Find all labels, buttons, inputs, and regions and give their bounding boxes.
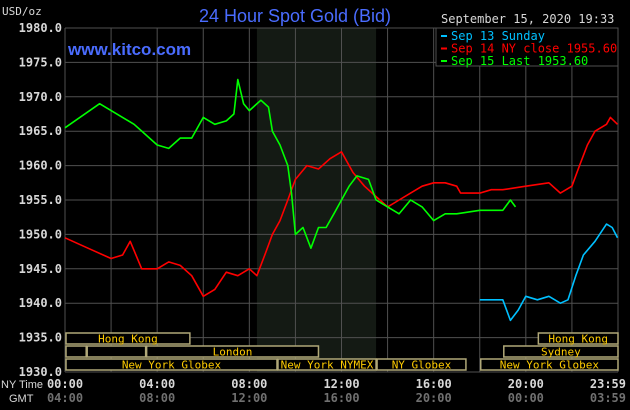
timestamp: September 15, 2020 19:33 (441, 12, 614, 26)
series-lines (64, 78, 619, 322)
session-box (503, 345, 619, 358)
chart-title: 24 Hour Spot Gold (Bid) (199, 6, 391, 26)
x-tick-label: 03:59 (590, 391, 626, 405)
x-axis-row-label: GMT (9, 393, 34, 405)
session-label: New York Globex (122, 359, 222, 372)
session-box (537, 332, 619, 345)
session-label: New York NYMEX (281, 359, 374, 372)
y-tick-label: 1965.0 (19, 124, 62, 138)
y-tick-label: 1950.0 (19, 227, 62, 241)
site-link[interactable]: www.kitco.com (67, 40, 191, 59)
series-line-1 (64, 116, 619, 298)
y-axis: 1980.0 1975.0 1970.0 1965.0 1960.0 1955.0 1950… (19, 21, 62, 379)
session-box (376, 358, 467, 371)
legend-entry: Sep 15 Last 1953.60 (451, 54, 588, 68)
y-tick-label: 1970.0 (19, 90, 62, 104)
legend-entry: Sep 14 NY close 1955.60 (451, 42, 617, 56)
y-tick-label: 1955.0 (19, 193, 62, 207)
x-tick-label: 08:00 (231, 377, 267, 391)
x-tick-label: 16:00 (416, 377, 452, 391)
session-box (277, 358, 377, 371)
y-tick-label: 1945.0 (19, 262, 62, 276)
y-axis-label: USD/oz (2, 5, 42, 18)
session-label: Sydney (541, 346, 581, 359)
session-label: Hong Kong (98, 333, 158, 346)
session-box (65, 332, 191, 345)
x-tick-label: 16:00 (323, 391, 359, 405)
x-tick-label: 12:00 (323, 377, 359, 391)
y-tick-label: 1940.0 (19, 296, 62, 310)
y-tick-label: 1930.0 (19, 365, 62, 379)
session-label: London (213, 346, 253, 359)
session-box (145, 345, 320, 358)
session-label: NY Globex (392, 359, 452, 372)
y-tick-label: 1935.0 (19, 331, 62, 345)
session-label: New York Globex (500, 359, 600, 372)
session-label: Hong Kong (548, 333, 608, 346)
series-line-0 (479, 223, 619, 322)
x-tick-label: 04:00 (139, 377, 175, 391)
x-tick-label: 00:00 (508, 391, 544, 405)
x-tick-label: 23:59 (590, 377, 626, 391)
session-box (480, 358, 619, 371)
legend-entry: Sep 13 Sunday (451, 29, 545, 43)
x-tick-label: 12:00 (231, 391, 267, 405)
session-box (65, 345, 87, 358)
x-axis-row-label: NY Time (1, 379, 43, 391)
x-tick-label: 00:00 (47, 377, 83, 391)
x-tick-label: 20:00 (416, 391, 452, 405)
x-tick-label: 04:00 (47, 391, 83, 405)
session-box (65, 358, 278, 371)
y-tick-label: 1980.0 (19, 21, 62, 35)
x-tick-label: 20:00 (508, 377, 544, 391)
session-box (86, 345, 147, 358)
legend-box (435, 27, 619, 67)
x-axis: NY Time 00:00 04:00 08:00 12:00 16:00 20:00 23:… (1, 377, 626, 405)
y-tick-label: 1975.0 (19, 55, 62, 69)
series-line-2 (64, 78, 517, 249)
y-tick-label: 1960.0 (19, 159, 62, 173)
x-tick-label: 08:00 (139, 391, 175, 405)
